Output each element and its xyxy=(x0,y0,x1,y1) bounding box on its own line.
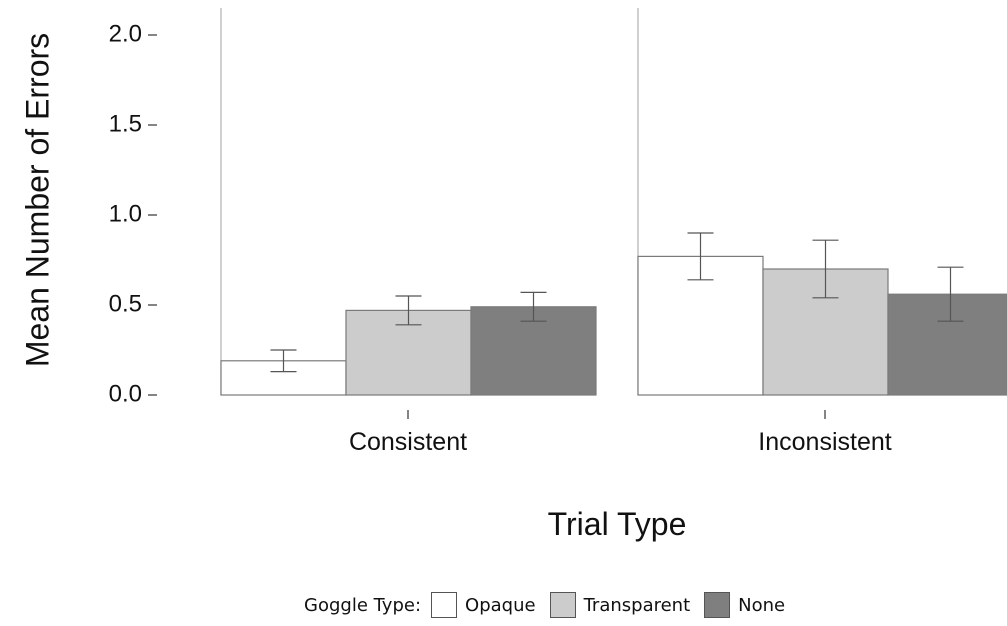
legend-label: Transparent xyxy=(583,594,691,616)
y-axis-title: Mean Number of Errors xyxy=(19,33,55,367)
legend-item-opaque: Opaque xyxy=(431,592,536,618)
error-bars xyxy=(270,232,964,373)
legend-label: Opaque xyxy=(465,594,536,616)
legend-swatch xyxy=(704,592,731,618)
legend-swatch xyxy=(431,592,458,618)
bars xyxy=(220,255,1007,396)
legend-item-transparent: Transparent xyxy=(549,592,691,618)
legend-swatch xyxy=(549,592,576,618)
legend: Goggle Type: Opaque Transparent None xyxy=(0,592,1007,622)
legend-content: Goggle Type: Opaque Transparent None xyxy=(304,592,799,618)
y-tick-label: 2.0 xyxy=(109,20,142,47)
bar-none-inconsistent xyxy=(887,293,1007,396)
bar-chart: 0.0 0.5 1.0 1.5 2.0 Consistent Inconsistent M… xyxy=(19,8,1007,542)
x-axis: Consistent Inconsistent xyxy=(349,410,892,456)
x-tick-label-inconsistent: Inconsistent xyxy=(758,428,891,456)
y-tick-label: 1.5 xyxy=(109,110,142,137)
y-tick-label: 0.5 xyxy=(109,290,142,317)
y-tick-label: 1.0 xyxy=(109,200,142,227)
x-axis-title: Trial Type xyxy=(548,506,687,542)
legend-title: Goggle Type: xyxy=(304,594,422,616)
legend-item-none: None xyxy=(704,592,785,618)
y-axis: 0.0 0.5 1.0 1.5 2.0 xyxy=(109,20,157,407)
x-tick-label-consistent: Consistent xyxy=(349,428,467,456)
legend-label: None xyxy=(738,594,786,616)
y-tick-label: 0.0 xyxy=(109,380,142,407)
